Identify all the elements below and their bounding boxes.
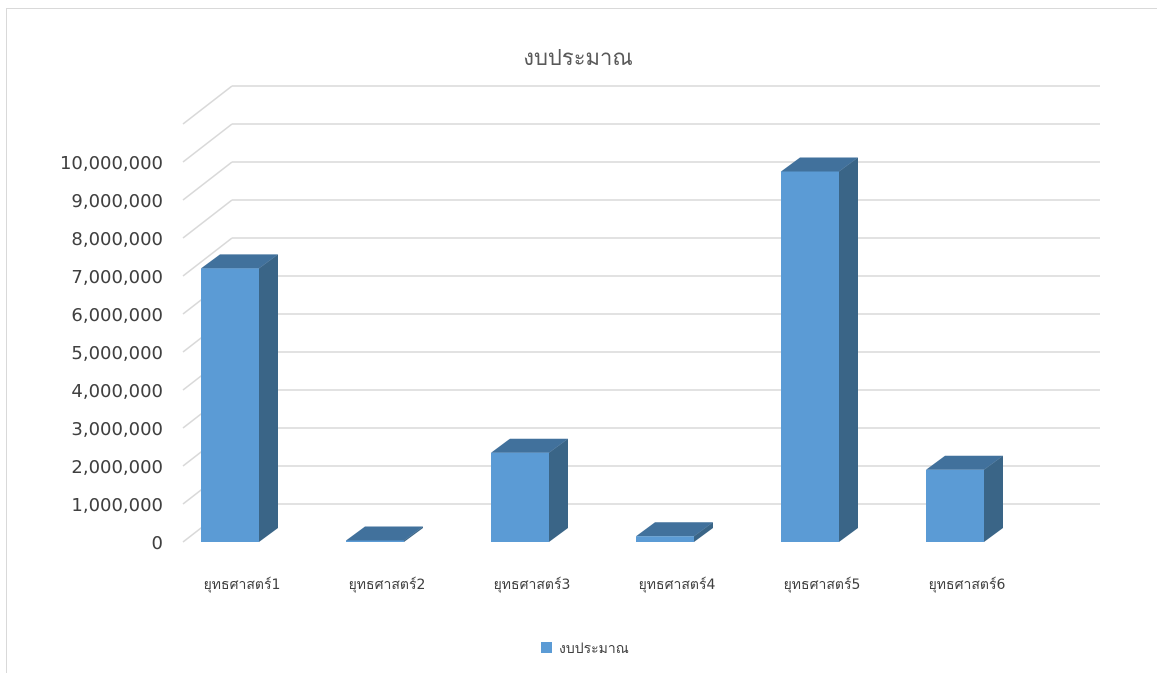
x-tick-label: ยุทธศาสตร์1	[204, 576, 281, 593]
bar-top	[926, 455, 1003, 470]
chart-title: งบประมาณ	[523, 46, 633, 71]
bar-top	[346, 526, 423, 541]
y-tick-label: 1,000,000	[71, 495, 163, 516]
gridline-diagonal	[182, 85, 233, 125]
bar	[201, 254, 278, 542]
bar-front	[346, 540, 404, 542]
y-tick-label: 7,000,000	[71, 267, 163, 288]
x-tick-label: ยุทธศาสตร์4	[639, 576, 716, 593]
bar-side	[839, 157, 858, 542]
bar-front	[201, 268, 259, 542]
bar	[781, 157, 858, 542]
y-tick-label: 3,000,000	[71, 419, 163, 440]
y-axis-tick-labels: 0 1,000,000 2,000,000 3,000,000 4,000,000 5,0…	[60, 153, 163, 554]
bar-side	[984, 455, 1003, 542]
legend-label: งบประมาณ	[559, 641, 629, 657]
x-tick-label: ยุทธศาสตร์3	[494, 576, 571, 593]
x-tick-label: ยุทธศาสตร์5	[784, 576, 861, 593]
y-tick-label: 9,000,000	[71, 191, 163, 212]
gridline-diagonal	[182, 237, 233, 277]
gridline-diagonal	[182, 199, 233, 239]
gridline-diagonal	[182, 123, 233, 163]
y-tick-label: 2,000,000	[71, 457, 163, 478]
bar-front	[781, 171, 839, 542]
chart-frame: งบประมาณ 0 1,000,000 2,000,000 3,000,000 4,0…	[6, 8, 1157, 673]
legend: งบประมาณ	[541, 641, 629, 657]
bar-front	[636, 536, 694, 542]
bar	[926, 455, 1003, 542]
bar-side	[404, 526, 423, 542]
y-tick-label: 8,000,000	[71, 229, 163, 250]
bar-top	[636, 522, 713, 537]
y-tick-label: 10,000,000	[60, 153, 163, 174]
bar-side	[259, 254, 278, 542]
gridline-diagonal	[182, 161, 233, 201]
bar	[636, 522, 713, 542]
bar-top	[491, 438, 568, 453]
bar	[346, 526, 423, 542]
x-tick-label: ยุทธศาสตร์2	[349, 576, 426, 593]
x-tick-label: ยุทธศาสตร์6	[929, 576, 1006, 593]
bar	[491, 438, 568, 542]
legend-swatch	[541, 642, 552, 653]
bar-front	[926, 469, 984, 542]
y-tick-label: 5,000,000	[71, 343, 163, 364]
y-tick-label: 0	[152, 533, 163, 554]
bars	[201, 157, 1003, 542]
bar-side	[549, 438, 568, 542]
bar-side	[694, 522, 713, 542]
bar-top	[201, 254, 278, 269]
bar-top	[781, 157, 858, 172]
bar-front	[491, 452, 549, 542]
y-tick-label: 4,000,000	[71, 381, 163, 402]
bar-chart-3d: งบประมาณ 0 1,000,000 2,000,000 3,000,000 4,0…	[60, 46, 1100, 657]
x-axis-category-labels: ยุทธศาสตร์1 ยุทธศาสตร์2 ยุทธศาสตร์3 ยุทธศาส…	[204, 576, 1006, 593]
y-tick-label: 6,000,000	[71, 305, 163, 326]
